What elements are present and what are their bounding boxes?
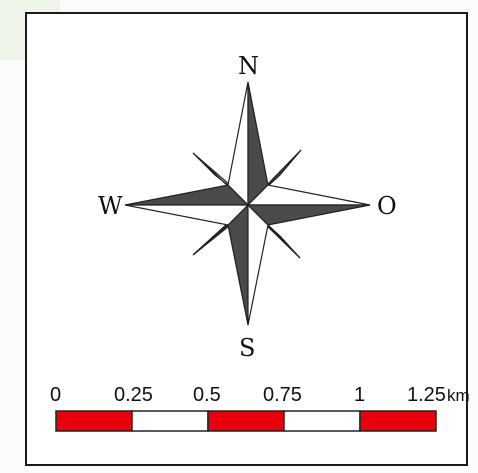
compass-point-e-dark — [246, 204, 371, 226]
scale-bar — [55, 410, 437, 432]
compass-point-w-dark — [124, 184, 250, 206]
compass-label-north: N — [238, 52, 259, 80]
scale-label-1-25: 1.25 — [407, 384, 446, 406]
scale-segment-4 — [283, 410, 361, 432]
compass-main-points — [124, 81, 371, 326]
compass-point-n-light — [227, 81, 249, 207]
compass-point-e-light — [246, 184, 371, 206]
compass-label-west: W — [98, 192, 123, 220]
compass-point-s-dark — [227, 203, 249, 326]
scale-segment-5 — [359, 410, 437, 432]
scale-segment-2 — [131, 410, 209, 432]
scale-segment-3 — [207, 410, 285, 432]
scale-unit-label: km — [447, 386, 470, 405]
compass-point-s-light — [247, 203, 269, 326]
compass-point-w-light — [124, 204, 250, 226]
scale-label-0: 0 — [50, 384, 62, 406]
scale-segment-1 — [55, 410, 133, 432]
compass-label-east: O — [377, 192, 397, 220]
scale-label-0-5: 0.5 — [193, 384, 221, 406]
scale-label-0-25: 0.25 — [114, 384, 153, 406]
scale-label-0-75: 0.75 — [263, 384, 302, 406]
compass-label-south: S — [239, 334, 256, 362]
scale-label-1: 1 — [354, 384, 366, 406]
compass-point-n-dark — [247, 81, 269, 207]
